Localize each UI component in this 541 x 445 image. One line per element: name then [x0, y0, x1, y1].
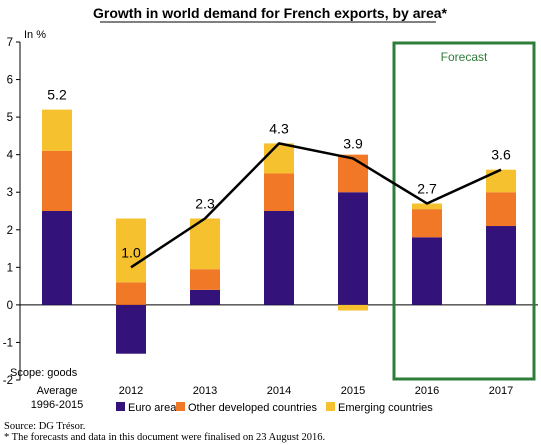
- y-tick-label: 3: [7, 187, 13, 199]
- bar-segment: [264, 143, 294, 174]
- source-note: Source: DG Trésor.: [4, 421, 86, 432]
- bar-segment: [116, 218, 146, 283]
- bar-segment: [486, 226, 516, 305]
- legend-swatch: [176, 402, 185, 411]
- chart-title: Growth in world demand for French export…: [93, 5, 448, 21]
- bar-segment: [264, 211, 294, 305]
- total-line-path: [130, 142, 502, 269]
- y-tick-label: 1: [7, 262, 13, 274]
- bar-segment: [486, 192, 516, 227]
- total-line: [130, 142, 502, 269]
- x-tick-label: 2013: [193, 385, 217, 397]
- legend-label: Emerging countries: [338, 402, 433, 414]
- y-tick-label: -1: [3, 337, 13, 349]
- bar-segment: [42, 109, 72, 151]
- bar-segment: [412, 237, 442, 305]
- y-tick-label: -2: [3, 375, 13, 387]
- data-label: 5.2: [47, 87, 67, 103]
- x-tick-label: 2017: [489, 385, 513, 397]
- x-tick-label: 2016: [415, 385, 439, 397]
- y-tick-label: 5: [7, 112, 13, 124]
- x-tick-label: 2015: [341, 385, 365, 397]
- x-tick-label: Average: [37, 385, 78, 397]
- bar-segment: [412, 209, 442, 238]
- bar-segment: [486, 169, 516, 193]
- bar-segment: [42, 150, 72, 211]
- bar-segment: [264, 173, 294, 211]
- y-tick-label: 4: [7, 150, 14, 162]
- bar-segment: [338, 154, 368, 193]
- bar-segment: [116, 282, 146, 305]
- bar-segment: [338, 192, 368, 305]
- data-label: 4.3: [269, 120, 289, 136]
- data-label: 3.6: [491, 147, 511, 163]
- footnote-text: * The forecasts and data in this documen…: [4, 432, 326, 443]
- legend-label: Other developed countries: [188, 402, 318, 414]
- forecast-box: Forecast: [392, 41, 536, 381]
- data-label: 2.3: [195, 196, 215, 212]
- bar-segment: [338, 304, 368, 311]
- y-tick-label: 0: [7, 300, 13, 312]
- data-labels: 5.2 1.0 2.3 4.3 3.9 2.7 3.6: [47, 87, 511, 261]
- bar-segment: [190, 218, 220, 270]
- forecast-label: Forecast: [441, 50, 488, 64]
- y-tick-label: 2: [7, 225, 13, 237]
- x-tick-label: 2014: [267, 385, 291, 397]
- bar-segment: [412, 203, 442, 210]
- data-label: 1.0: [121, 244, 141, 260]
- bars: [42, 109, 516, 354]
- y-tick-label: 6: [7, 75, 13, 87]
- y-axis-label: In %: [24, 29, 46, 41]
- legend-swatch: [326, 402, 335, 411]
- bar-segment: [190, 289, 220, 305]
- legend: Euro area Other developed countries Emergi…: [116, 402, 433, 414]
- legend-swatch: [116, 402, 125, 411]
- y-axis: 7 6 5 4 3 2 1 0 -1 -2: [3, 37, 538, 387]
- x-tick-label: 2012: [119, 385, 143, 397]
- bar-segment: [116, 304, 146, 354]
- y-tick-label: 7: [7, 37, 13, 49]
- scope-annotation: Scope: goods: [10, 367, 78, 379]
- data-label: 2.7: [417, 180, 437, 196]
- bar-segment: [190, 269, 220, 290]
- x-tick-label: 1996-2015: [31, 399, 84, 411]
- x-axis: Average 1996-2015 2012 2013 2014 2015 2016 2017: [31, 385, 514, 411]
- data-label: 3.9: [343, 135, 363, 151]
- bar-segment: [42, 211, 72, 305]
- legend-label: Euro area: [128, 402, 177, 414]
- forecast-rect: [392, 41, 536, 381]
